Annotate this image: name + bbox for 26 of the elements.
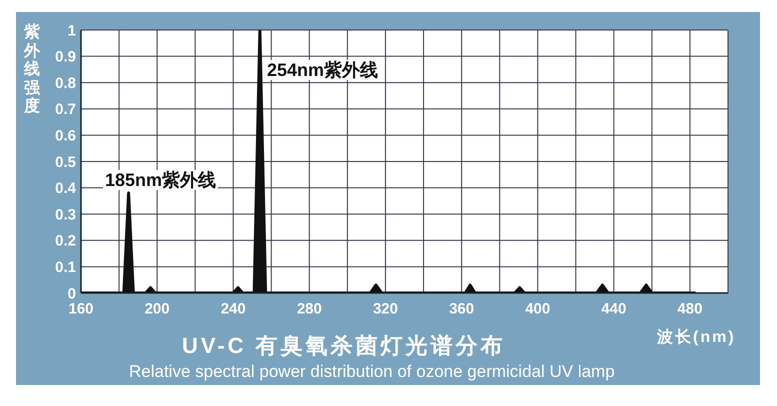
x-tick-label: 320 — [372, 300, 398, 318]
y-tick-label: 0.1 — [55, 259, 76, 276]
y-tick-label: 0.9 — [55, 48, 76, 66]
x-tick-label: 440 — [601, 300, 626, 318]
y-tick-label: 0.2 — [55, 232, 76, 250]
y-tick-label: 0.4 — [55, 180, 77, 198]
y-tick-label: 0 — [68, 285, 76, 302]
y-tick-label: 0.3 — [55, 206, 76, 224]
x-tick-label: 240 — [220, 300, 246, 318]
y-axis-title: 紫外线强度 — [23, 24, 41, 116]
y-tick-label: 0.8 — [55, 74, 76, 92]
annotation: 185nm紫外线 — [103, 170, 218, 190]
y-tick-label: 0.7 — [55, 101, 76, 118]
y-tick-label: 0.5 — [55, 154, 76, 171]
y-tick-label: 1 — [68, 22, 76, 40]
x-tick-label: 360 — [449, 300, 474, 318]
x-tick-label: 160 — [68, 300, 94, 318]
annotation: 254nm紫外线 — [265, 60, 380, 80]
x-tick-label: 400 — [525, 300, 550, 318]
y-tick-label: 0.6 — [55, 128, 76, 145]
x-tick-label: 280 — [296, 300, 322, 318]
text: Relative spectral power distribution of ozone germicidal UV lamp — [129, 362, 615, 381]
x-tick-label: 200 — [144, 300, 170, 318]
text: UV-C 有臭氧杀菌灯光谱分布 — [182, 333, 506, 358]
x-tick-label: 480 — [677, 300, 702, 318]
x-axis-title: 波长(nm) — [657, 329, 736, 346]
